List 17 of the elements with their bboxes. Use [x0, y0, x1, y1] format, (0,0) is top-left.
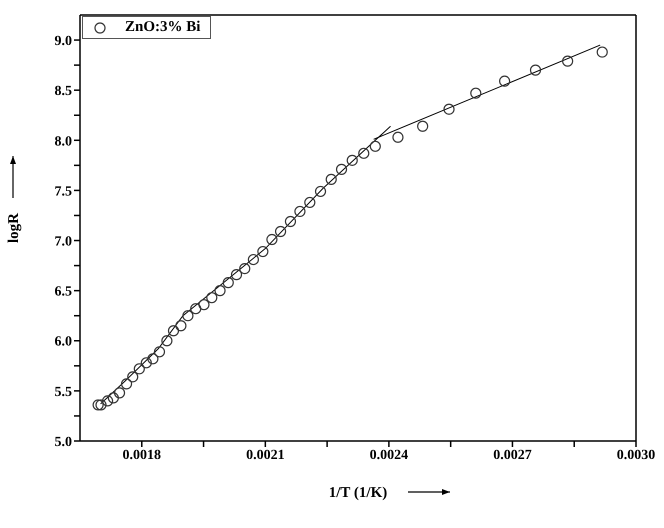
legend-label: ZnO:3% Bi: [125, 19, 200, 36]
y-axis-title: logR: [6, 212, 22, 243]
y-tick-label: 7.5: [54, 184, 72, 200]
y-tick-label: 9.0: [54, 34, 72, 50]
y-tick-label: 5.5: [54, 384, 72, 400]
x-tick-label: 0.0021: [246, 448, 285, 463]
y-tick-label: 7.0: [54, 234, 72, 250]
y-tick-label: 6.0: [54, 334, 72, 350]
x-tick-label: 0.0030: [616, 448, 656, 463]
y-tick-label: 8.0: [54, 134, 72, 150]
x-tick-label: 0.0018: [122, 448, 162, 463]
x-tick-label: 0.0024: [370, 448, 408, 463]
y-tick-label: 6.5: [54, 284, 72, 300]
y-tick-label: 8.5: [54, 84, 72, 100]
y-tick-label: 5.0: [54, 434, 72, 450]
x-tick-label: 0.0027: [493, 448, 532, 463]
x-axis-title: 1/T (1/K): [328, 485, 388, 501]
